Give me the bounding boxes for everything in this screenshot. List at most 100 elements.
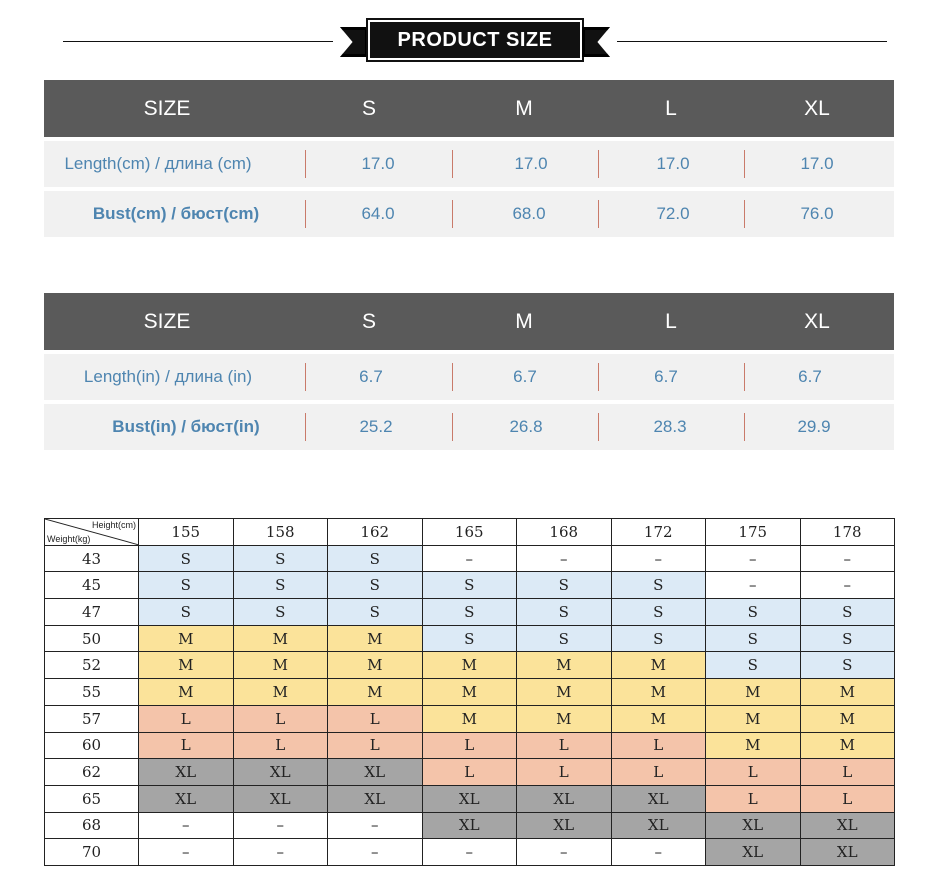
size-cell: – [799, 571, 895, 600]
value-m: 17.0 [514, 154, 548, 173]
table-row: 68– – – XL XL XL XL XL [44, 811, 895, 840]
size-cell: XL [327, 758, 423, 786]
size-cell: M [232, 624, 328, 653]
grid-body: 43 S S S – – – – –45 S S S S S S – –47 S S S S S S S S 50 M M M S S S S S… [44, 544, 895, 866]
table-row: 55 M M M M M M M M [44, 678, 895, 706]
size-cell: – [138, 838, 234, 866]
size-cell: S [327, 544, 423, 573]
value-m: 26.8 [509, 417, 543, 436]
size-table-in: SIZE S M L XL Length(in) / длина (in) 6.… [44, 293, 894, 450]
value-l: 28.3 [653, 417, 687, 436]
size-cell: S [610, 624, 706, 653]
size-cell: M [421, 651, 517, 680]
separator [598, 413, 599, 441]
banner-line-right [617, 41, 887, 42]
table-row: 60 L L L L L L M M [44, 731, 895, 760]
value-s: 25.2 [359, 417, 393, 436]
row-length-cm: Length(cm) / длина (cm) 17.0 17.0 17.0 1… [44, 141, 894, 187]
size-cell: S [138, 598, 234, 626]
size-cell: L [421, 758, 517, 786]
header-m: M [515, 309, 533, 333]
size-cell: M [799, 731, 895, 760]
size-cell: M [327, 678, 423, 706]
weight-label: 52 [44, 651, 139, 680]
size-cell: – [232, 838, 328, 866]
size-cell: – [799, 544, 895, 573]
size-cell: M [516, 704, 612, 733]
size-cell: L [705, 784, 801, 813]
separator [744, 150, 745, 178]
size-cell: L [799, 758, 895, 786]
size-cell: – [610, 838, 706, 866]
size-cell: L [232, 704, 328, 733]
ribbon-left [340, 27, 368, 57]
separator [452, 200, 453, 228]
weight-label: 70 [44, 838, 139, 866]
table-row: 57 L L L M M M M M [44, 704, 895, 733]
size-cell: S [421, 571, 517, 600]
header-xl: XL [804, 96, 830, 120]
height-weight-size-chart: Height(cm) Weight(kg) 155 158 162 165 16… [44, 518, 895, 866]
height-header: 165 [421, 518, 517, 546]
size-cell: M [516, 678, 612, 706]
size-cell: M [138, 624, 234, 653]
table-row: 52 M M M M M M S S [44, 651, 895, 680]
table-row: 47 S S S S S S S S [44, 598, 895, 626]
weight-label: 55 [44, 678, 139, 706]
size-cell: M [705, 678, 801, 706]
size-cell: XL [421, 784, 517, 813]
grid-header-row: Height(cm) Weight(kg) 155 158 162 165 16… [44, 518, 895, 546]
value-xl: 76.0 [800, 204, 834, 223]
row-label: Bust(in) / бюст(in) [112, 417, 260, 436]
table-row: 50 M M M S S S S S [44, 624, 895, 653]
ribbon-right [582, 27, 610, 57]
size-cell: S [516, 624, 612, 653]
size-cell: XL [705, 811, 801, 840]
size-cell: M [705, 704, 801, 733]
size-cell: – [610, 544, 706, 573]
size-cell: L [138, 704, 234, 733]
size-cell: L [138, 731, 234, 760]
size-cell: S [516, 598, 612, 626]
separator [452, 363, 453, 391]
size-cell: S [327, 598, 423, 626]
size-cell: L [799, 784, 895, 813]
header-size: SIZE [143, 96, 191, 120]
size-cell: M [421, 704, 517, 733]
table-row: 62 XL XL XL L L L L L [44, 758, 895, 786]
weight-label: 65 [44, 784, 139, 813]
size-cell: XL [610, 811, 706, 840]
size-cell: XL [799, 811, 895, 840]
weight-label: 45 [44, 571, 139, 600]
size-cell: M [327, 651, 423, 680]
product-size-banner: PRODUCT SIZE [0, 0, 950, 80]
separator [744, 200, 745, 228]
table-row: 43 S S S – – – – – [44, 544, 895, 573]
height-header: 178 [799, 518, 895, 546]
size-cell: M [799, 678, 895, 706]
weight-label: 43 [44, 544, 139, 573]
size-cell: XL [421, 811, 517, 840]
weight-label: 62 [44, 758, 139, 786]
size-cell: M [610, 678, 706, 706]
value-s: 17.0 [361, 154, 395, 173]
value-m: 68.0 [512, 204, 546, 223]
size-cell: – [421, 544, 517, 573]
separator [598, 363, 599, 391]
size-cell: L [610, 758, 706, 786]
value-l: 17.0 [656, 154, 690, 173]
size-cell: S [421, 624, 517, 653]
row-label: Bust(cm) / бюст(cm) [92, 204, 260, 223]
table-row: 65 XL XL XL XL XL XL L L [44, 784, 895, 813]
grid-corner-cell: Height(cm) Weight(kg) [44, 518, 139, 546]
size-cell: S [799, 651, 895, 680]
size-cell: M [516, 651, 612, 680]
height-header: 175 [705, 518, 801, 546]
row-bust-cm: Bust(cm) / бюст(cm) 64.0 68.0 72.0 76.0 [44, 191, 894, 237]
size-table-header: SIZE S M L XL [44, 293, 894, 350]
value-xl: 6.7 [798, 367, 822, 386]
size-cell: – [232, 811, 328, 840]
size-cell: S [421, 598, 517, 626]
size-cell: M [610, 704, 706, 733]
size-table-cm: SIZE S M L XL Length(cm) / длина (cm) 17… [44, 80, 894, 237]
